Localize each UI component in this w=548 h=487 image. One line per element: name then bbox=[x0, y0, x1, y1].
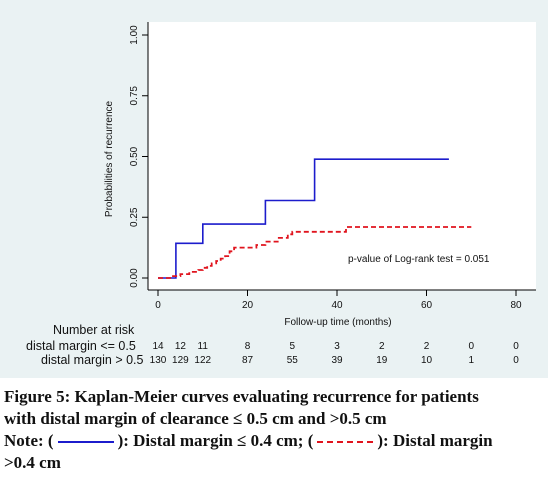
legend-dashed-line-icon bbox=[317, 441, 374, 444]
risk-count: 0 bbox=[513, 341, 519, 352]
x-tick-label: 60 bbox=[421, 300, 433, 311]
risk-count: 11 bbox=[197, 341, 208, 352]
y-tick-label: 0.00 bbox=[129, 268, 140, 288]
x-tick-label: 40 bbox=[331, 300, 343, 311]
risk-count: 1 bbox=[468, 355, 475, 366]
risk-count: 122 bbox=[194, 355, 212, 366]
logrank-annotation: p-value of Log-rank test = 0.051 bbox=[348, 254, 490, 265]
caption-note: Note: ( ): Distal margin ≤ 0.4 cm; ( ): Di… bbox=[4, 430, 544, 452]
caption-line-4: >0.4 cm bbox=[4, 453, 61, 472]
curves bbox=[158, 158, 472, 279]
figure-panel: 0.00 0.25 0.50 0.75 1.00 0 20 40 60 80 Follow-up… bbox=[0, 0, 548, 378]
plot-area bbox=[148, 22, 536, 290]
y-tick-label: 0.75 bbox=[129, 86, 140, 106]
risk-count: 129 bbox=[172, 355, 189, 366]
y-axis-label: Probabilities of recurrence bbox=[104, 100, 115, 217]
y-tick-label: 1.00 bbox=[129, 25, 140, 45]
x-axis-label: Follow-up time (months) bbox=[284, 317, 391, 328]
x-axis: 0 20 40 60 80 bbox=[148, 289, 536, 311]
note-end: ): Distal margin bbox=[377, 431, 493, 450]
km-chart: 0.00 0.25 0.50 0.75 1.00 0 20 40 60 80 Follow-up… bbox=[104, 22, 536, 328]
risk-count: 87 bbox=[241, 355, 254, 366]
legend-solid-line-icon bbox=[57, 441, 114, 444]
risk-row-label: distal margin <= 0.5 bbox=[26, 339, 136, 353]
x-tick-label: 0 bbox=[155, 300, 161, 311]
y-tick-label: 0.25 bbox=[129, 207, 140, 227]
risk-count: 10 bbox=[420, 355, 433, 366]
risk-count: 130 bbox=[149, 355, 167, 366]
risk-count: 14 bbox=[152, 341, 164, 352]
risk-count: 2 bbox=[378, 341, 385, 352]
risk-count: 3 bbox=[334, 341, 340, 352]
y-axis: 0.00 0.25 0.50 0.75 1.00 bbox=[129, 22, 149, 290]
risk-count: 19 bbox=[376, 355, 388, 366]
risk-count: 12 bbox=[174, 341, 186, 352]
risk-count: 55 bbox=[286, 355, 298, 366]
x-tick-label: 80 bbox=[510, 300, 522, 311]
caption-line-2: with distal margin of clearance ≤ 0.5 cm… bbox=[4, 409, 387, 428]
risk-count: 39 bbox=[331, 355, 343, 366]
risk-count: 8 bbox=[244, 341, 251, 352]
risk-count: 5 bbox=[289, 341, 296, 352]
km-curve-solid bbox=[158, 158, 449, 279]
caption-line-1: Figure 5: Kaplan-Meier curves evaluating… bbox=[4, 387, 479, 406]
risk-count: 0 bbox=[513, 355, 519, 366]
x-tick-label: 20 bbox=[242, 300, 254, 311]
km-curve-dashed bbox=[158, 226, 472, 279]
risk-count: 2 bbox=[423, 341, 430, 352]
risk-count: 0 bbox=[468, 341, 475, 352]
risk-table-title: Number at risk bbox=[53, 323, 135, 337]
y-tick-label: 0.50 bbox=[129, 146, 140, 166]
note-mid: ): Distal margin ≤ 0.4 cm; ( bbox=[117, 431, 314, 450]
risk-row-label: distal margin > 0.5 bbox=[41, 353, 144, 367]
note-prefix: Note: ( bbox=[4, 431, 54, 450]
figure-caption: Figure 5: Kaplan-Meier curves evaluating… bbox=[4, 386, 544, 474]
